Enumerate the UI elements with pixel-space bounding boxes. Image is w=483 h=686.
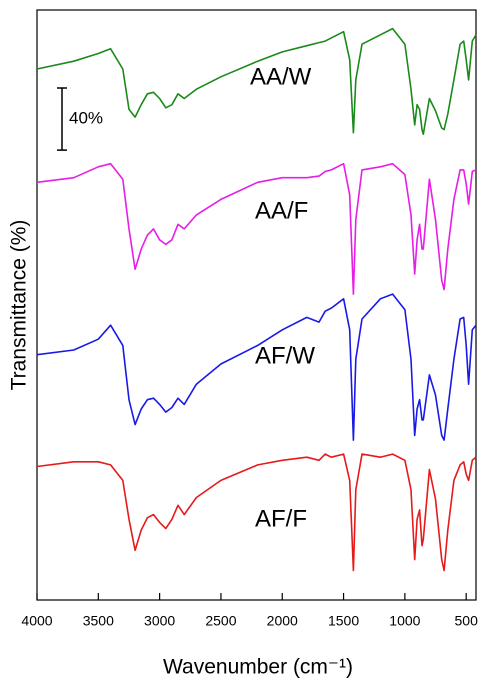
plot-frame [36, 9, 477, 601]
spectrum-line [36, 293, 477, 441]
x-tick-label: 3000 [144, 613, 175, 629]
spectrum-line [36, 162, 477, 295]
y-axis-title: Transmittance (%) [8, 220, 31, 391]
x-tick-label: 3500 [83, 613, 114, 629]
spectrum-line [36, 27, 477, 135]
x-tick-label: 1500 [328, 613, 359, 629]
series-label: AA/W [250, 63, 312, 90]
series-label: AA/F [255, 197, 308, 224]
series-label: AF/F [255, 505, 307, 532]
scale-bar-label: 40% [69, 109, 103, 128]
spectrum-line [36, 453, 477, 572]
series-label: AF/W [255, 342, 315, 369]
x-tick-label: 4000 [21, 613, 52, 629]
x-tick-label: 2500 [205, 613, 236, 629]
x-axis-title: Wavenumber (cm⁻¹) [163, 656, 353, 679]
x-tick-label: 500 [455, 613, 479, 629]
x-tick-label: 1000 [389, 613, 420, 629]
x-tick-label: 2000 [267, 613, 298, 629]
